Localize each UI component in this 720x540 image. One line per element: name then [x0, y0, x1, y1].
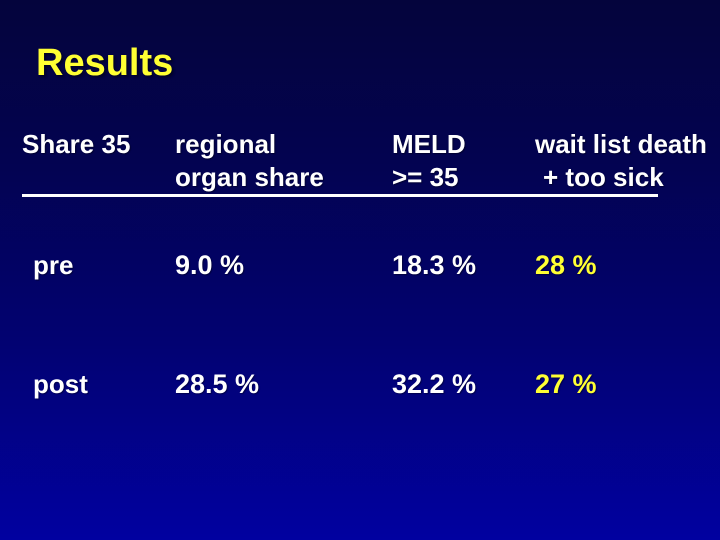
row-pre-meld-ge-35: 18.3 %: [392, 250, 477, 280]
row-post-wait-list-death: 27 %: [535, 369, 597, 399]
row-pre-wait-list-death: 28 %: [535, 250, 597, 280]
table-header-row: Share 35 regional organ share MELD >= 35…: [22, 128, 720, 194]
slide-title: Results: [36, 42, 174, 84]
row-post-label: post: [33, 369, 88, 399]
header-cell-share35: Share 35: [22, 128, 175, 194]
header-underline-rule: [22, 194, 658, 197]
header-waitlist-line1: wait list death: [535, 129, 707, 159]
row-post-regional-organ-share: 28.5 %: [175, 369, 260, 399]
row-post-meld-ge-35: 32.2 %: [392, 369, 477, 399]
header-cell-wait-list-death: wait list death + too sick: [535, 128, 720, 194]
row-pre-regional-organ-share: 9.0 %: [175, 250, 245, 280]
table-row-pre: pre 9.0 % 18.3 % 28 %: [22, 248, 720, 282]
header-regional-line1: regional: [175, 129, 277, 159]
header-share35-line2: Share 35: [22, 129, 131, 159]
header-regional-line2: organ share: [175, 162, 324, 192]
row-pre-label: pre: [33, 250, 74, 280]
header-meld-line2: >= 35: [392, 162, 459, 192]
header-waitlist-line2: + too sick: [543, 162, 664, 192]
header-cell-meld-ge-35: MELD >= 35: [392, 128, 535, 194]
header-cell-regional-organ-share: regional organ share: [175, 128, 392, 194]
header-meld-line1: MELD: [392, 129, 466, 159]
results-table: Share 35 regional organ share MELD >= 35…: [22, 128, 720, 401]
table-row-post: post 28.5 % 32.2 % 27 %: [22, 367, 720, 401]
